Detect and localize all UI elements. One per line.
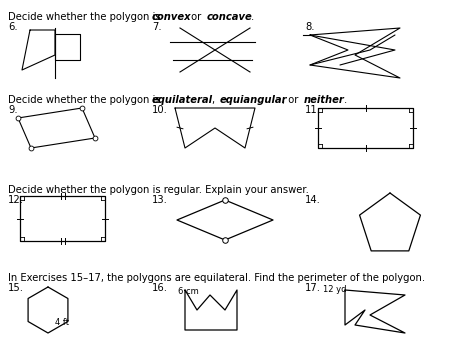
Text: 7.: 7. [152, 22, 162, 32]
Text: 17.: 17. [305, 283, 321, 293]
Text: concave: concave [207, 12, 253, 22]
Text: 6.: 6. [8, 22, 18, 32]
Text: 8.: 8. [305, 22, 315, 32]
Text: 6 cm: 6 cm [178, 287, 199, 296]
Text: 15.: 15. [8, 283, 24, 293]
Text: 13.: 13. [152, 195, 168, 205]
Text: convex: convex [152, 12, 192, 22]
Text: 12.: 12. [8, 195, 24, 205]
Text: 12 yd: 12 yd [323, 285, 346, 294]
Text: Decide whether the polygon is regular. Explain your answer.: Decide whether the polygon is regular. E… [8, 185, 309, 195]
Text: ,: , [212, 95, 218, 105]
Text: equiangular: equiangular [220, 95, 288, 105]
Text: 14.: 14. [305, 195, 321, 205]
Text: 11.: 11. [305, 105, 321, 115]
Text: neither: neither [304, 95, 345, 105]
Text: .: . [251, 12, 254, 22]
Text: or: or [188, 12, 204, 22]
Text: 16.: 16. [152, 283, 168, 293]
Text: equilateral: equilateral [152, 95, 213, 105]
Text: .: . [344, 95, 347, 105]
Text: , or: , or [282, 95, 302, 105]
Text: 9.: 9. [8, 105, 18, 115]
Text: In Exercises 15–17, the polygons are equilateral. Find the perimeter of the poly: In Exercises 15–17, the polygons are equ… [8, 273, 425, 283]
Text: 4 ft: 4 ft [55, 318, 69, 327]
Text: Decide whether the polygon is: Decide whether the polygon is [8, 95, 164, 105]
Text: 10.: 10. [152, 105, 168, 115]
Text: Decide whether the polygon is: Decide whether the polygon is [8, 12, 164, 22]
